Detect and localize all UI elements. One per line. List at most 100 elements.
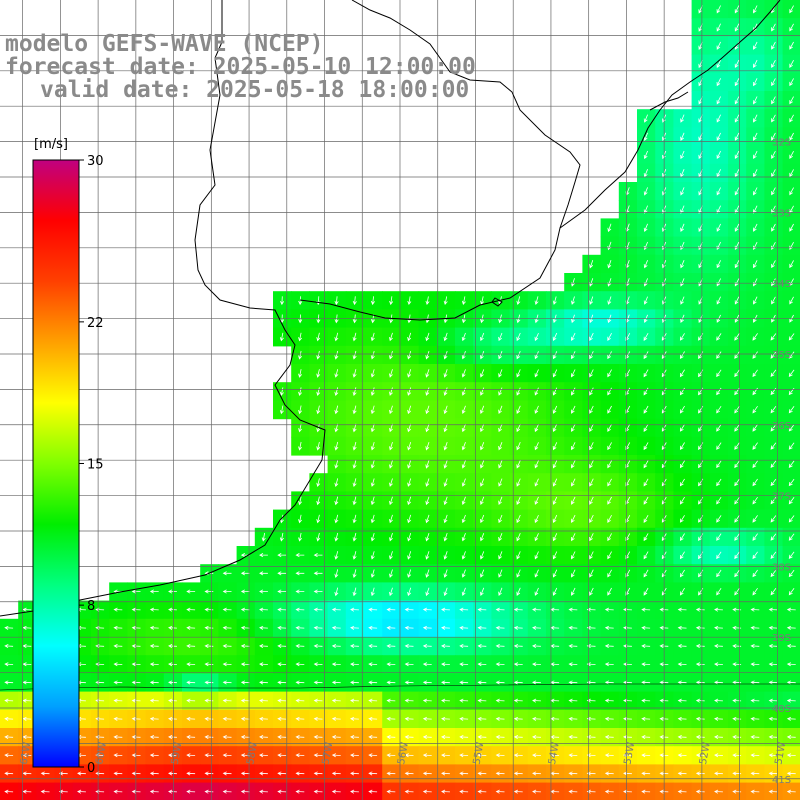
wind-speed-cell (746, 200, 765, 219)
wind-arrow (480, 423, 485, 433)
wind-arrow (498, 478, 503, 487)
wind-speed-cell (655, 436, 674, 456)
wind-arrow (752, 442, 758, 450)
wind-arrow (477, 644, 487, 649)
wind-arrow (113, 753, 123, 758)
wind-arrow (771, 296, 776, 305)
wind-speed-cell (655, 546, 674, 565)
wind-arrow (461, 533, 466, 542)
wind-arrow (716, 569, 722, 578)
wind-arrow (186, 789, 196, 794)
wind-arrow (552, 460, 558, 469)
wind-arrow (786, 607, 796, 612)
wind-arrow (641, 644, 651, 649)
wind-speed-cell (691, 782, 711, 800)
wind-speed-cell (364, 782, 383, 800)
wind-arrow (441, 625, 450, 630)
wind-speed-cell (764, 509, 784, 529)
wind-arrow (532, 789, 541, 794)
wind-arrow (422, 789, 432, 794)
wind-arrow (641, 698, 651, 703)
wind-arrow (534, 405, 539, 414)
wind-arrow (716, 405, 722, 414)
wind-arrow (771, 96, 776, 105)
wind-arrow (716, 260, 721, 269)
wind-arrow (714, 753, 723, 758)
wind-arrow (513, 662, 523, 667)
wind-arrow (532, 644, 541, 649)
longitude-label: 54W (547, 741, 562, 765)
wind-arrow (643, 223, 648, 232)
wind-arrow (295, 571, 305, 576)
wind-speed-cell (764, 400, 784, 420)
wind-speed-cell (691, 418, 711, 438)
wind-arrow (788, 369, 795, 377)
wind-arrow (589, 423, 594, 433)
wind-speed-cell (764, 582, 784, 602)
wind-arrow (204, 789, 214, 794)
wind-speed-cell (764, 18, 784, 37)
wind-arrow (422, 625, 432, 630)
wind-speed-cell (728, 364, 747, 383)
longitude-label: 52W (698, 741, 713, 765)
wind-arrow (716, 5, 721, 14)
latitude-label: 41S (772, 775, 791, 786)
wind-arrow (259, 698, 268, 703)
wind-arrow (259, 571, 268, 576)
wind-arrow (750, 753, 760, 758)
wind-arrow (168, 607, 177, 612)
wind-arrow (480, 533, 485, 542)
wind-arrow (789, 96, 794, 105)
wind-arrow (368, 680, 378, 685)
wind-arrow (788, 497, 795, 505)
wind-speed-cell (746, 400, 765, 420)
wind-speed-cell (673, 364, 693, 383)
wind-arrow (334, 441, 339, 451)
wind-speed-cell (728, 163, 747, 183)
wind-arrow (734, 169, 740, 178)
wind-speed-cell (582, 382, 602, 401)
wind-speed-cell (600, 436, 620, 456)
wind-arrow (461, 551, 466, 560)
wind-arrow (568, 644, 578, 649)
wind-arrow (623, 789, 632, 794)
wind-arrow (516, 423, 521, 433)
wind-arrow (279, 532, 284, 542)
wind-arrow (716, 296, 721, 305)
wind-arrow (532, 680, 541, 685)
wind-arrow (4, 662, 14, 667)
wind-arrow (186, 716, 196, 721)
wind-arrow (589, 533, 594, 542)
wind-arrow (443, 514, 448, 524)
wind-arrow (589, 259, 594, 269)
wind-arrow (534, 514, 539, 524)
wind-arrow (298, 441, 303, 451)
wind-arrow (495, 680, 505, 685)
wind-arrow (716, 351, 722, 359)
wind-arrow (770, 515, 777, 523)
wind-arrow (22, 625, 32, 630)
wind-speed-cell (764, 455, 784, 474)
coastline-line (559, 0, 781, 229)
wind-arrow (750, 771, 760, 776)
wind-arrow (386, 753, 396, 758)
wind-arrow (459, 716, 469, 721)
wind-arrow (604, 753, 614, 758)
wind-arrow (716, 587, 722, 596)
wind-speed-cell (600, 527, 620, 547)
wind-speed-cell (655, 491, 674, 511)
wind-arrow (768, 698, 778, 703)
wind-arrow (679, 442, 685, 451)
longitude-label: 51W (774, 741, 789, 765)
wind-arrow (459, 698, 469, 703)
wind-arrow (313, 644, 323, 649)
wind-speed-cell (182, 782, 201, 800)
wind-speed-cell (764, 218, 784, 238)
wind-arrow (425, 478, 430, 487)
wind-arrow (334, 532, 339, 542)
wind-arrow (589, 332, 594, 342)
wind-arrow (459, 771, 469, 776)
wind-arrow (204, 589, 214, 594)
wind-arrow (222, 571, 232, 576)
wind-speed-cell (764, 36, 784, 56)
